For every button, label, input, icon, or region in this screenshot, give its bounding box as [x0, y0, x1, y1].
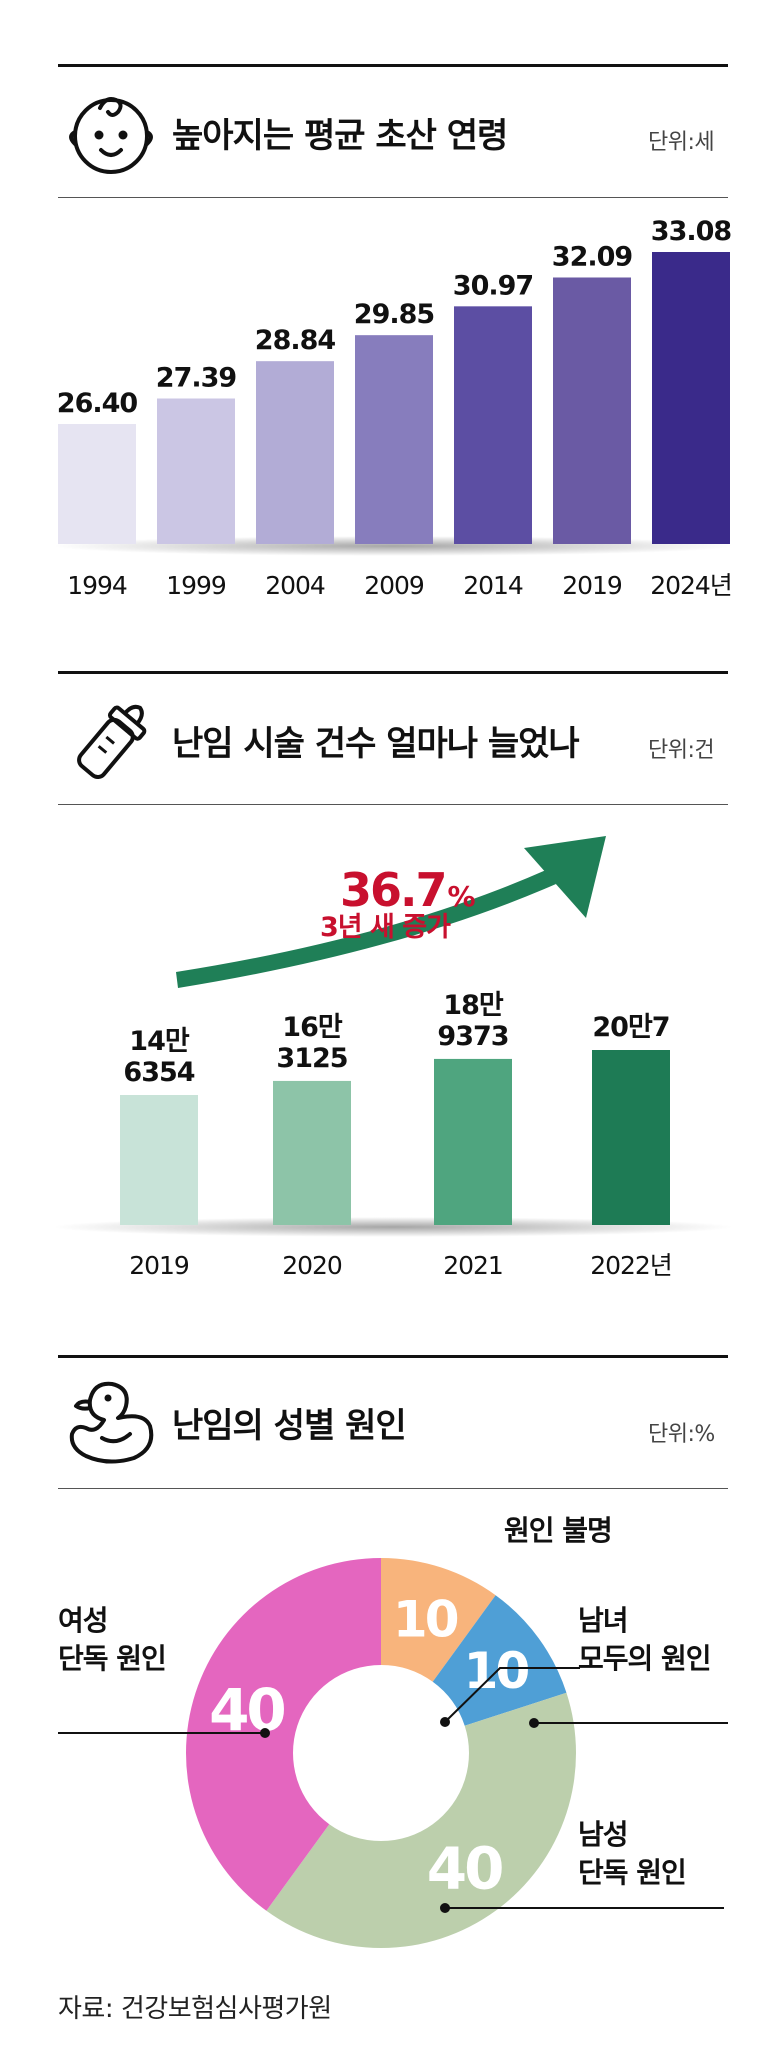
chart2-value-label: 6354	[123, 1057, 194, 1088]
section3-top-rule	[58, 1355, 728, 1358]
chart1-bar	[157, 398, 235, 544]
section3-sub-rule	[58, 1488, 728, 1489]
chart1-value-label: 27.39	[156, 363, 237, 394]
chart1-bar	[454, 306, 532, 544]
growth-percent-label: 36.7%	[340, 863, 476, 917]
chart1-category-label: 1994	[67, 571, 127, 600]
chart2-category-label: 2020	[282, 1251, 342, 1280]
chart2-bar	[120, 1095, 198, 1225]
chart2-value-label: 3125	[276, 1043, 347, 1074]
chart1-bar	[553, 277, 631, 544]
leader-line	[444, 1667, 580, 1723]
chart2-category-label: 2022년	[590, 1251, 672, 1280]
chart2-value-label: 18만	[443, 990, 504, 1021]
growth-percent-value: 36.7	[340, 863, 446, 917]
chart2-title: 난임 시술 건수 얼마나 늘었나	[172, 724, 580, 764]
slice-label: 단독 원인	[58, 1642, 166, 1675]
chart1-value-label: 26.40	[57, 388, 138, 419]
chart1-category-label: 2004	[265, 571, 325, 600]
leader-dot	[440, 1903, 450, 1913]
chart2-category-label: 2019	[129, 1251, 189, 1280]
slice-label: 여성	[58, 1604, 108, 1637]
slice-label: 남녀	[578, 1604, 628, 1637]
chart1-bar	[652, 252, 730, 544]
donut-slice	[186, 1558, 381, 1911]
chart3-unit: 단위:%	[648, 1422, 715, 1447]
chart2-bar	[434, 1058, 512, 1225]
slice-label: 모두의 원인	[578, 1642, 711, 1675]
growth-annotation-text: 3년 새 증가	[320, 912, 451, 943]
chart1-bar	[58, 424, 136, 544]
chart2-value-label: 9373	[437, 1021, 508, 1052]
baby-face-icon	[69, 97, 153, 174]
donut-slice-value: 10	[393, 1590, 458, 1648]
chart1-category-label: 2024년	[650, 571, 732, 600]
section2-sub-rule	[58, 804, 728, 805]
source-note: 자료: 건강보험심사평가원	[58, 1994, 332, 2024]
chart1-category-label: 1999	[166, 571, 226, 600]
growth-arrow-shaft	[176, 870, 556, 988]
donut-slice	[266, 1692, 576, 1948]
slice-label: 남성	[578, 1818, 628, 1851]
growth-percent-sign: %	[448, 880, 476, 913]
growth-arrow-head	[524, 836, 606, 918]
donut-slice	[432, 1595, 567, 1726]
baby-bottle-icon	[77, 704, 147, 780]
section1-sub-rule	[58, 197, 728, 198]
chart2-value-label: 14만	[129, 1026, 190, 1057]
leader-dot	[260, 1728, 270, 1738]
chart2-category-label: 2021	[443, 1251, 503, 1280]
chart3-title: 난임의 성별 원인	[172, 1406, 407, 1446]
chart1-bar-chart: 26.40 1994 27.39 1999 28.84 2004 29.85 2009 30.9…	[53, 216, 733, 600]
chart2-unit: 단위:건	[648, 738, 715, 763]
leader-dot	[529, 1718, 539, 1728]
chart1-category-label: 2014	[463, 571, 523, 600]
chart1-value-label: 32.09	[552, 241, 633, 272]
chart2-value-label: 16만	[282, 1012, 343, 1043]
section1-top-rule	[58, 64, 728, 67]
donut-slice-value: 40	[427, 1834, 502, 1902]
chart2-bar	[273, 1080, 351, 1225]
chart2-bar	[592, 1050, 670, 1225]
chart1-value-label: 29.85	[354, 299, 434, 330]
chart1-category-label: 2009	[364, 571, 424, 600]
section2-top-rule	[58, 671, 728, 674]
leader-dot	[440, 1717, 450, 1727]
donut-slice	[381, 1558, 496, 1682]
chart1-unit: 단위:세	[648, 130, 715, 155]
chart1-bar	[256, 361, 334, 544]
chart1-value-label: 28.84	[255, 325, 336, 356]
slice-label: 단독 원인	[578, 1856, 686, 1889]
chart2-value-label: 20만7	[592, 1012, 669, 1043]
chart2-baseline-shadow	[53, 1217, 733, 1237]
chart1-title: 높아지는 평균 초산 연령	[172, 116, 508, 156]
chart1-value-label: 33.08	[651, 216, 732, 247]
chart1-value-label: 30.97	[453, 270, 533, 301]
chart1-bar	[355, 335, 433, 544]
slice-label: 원인 불명	[504, 1514, 612, 1547]
chart1-category-label: 2019	[562, 571, 622, 600]
rubber-duck-icon	[69, 1381, 154, 1464]
